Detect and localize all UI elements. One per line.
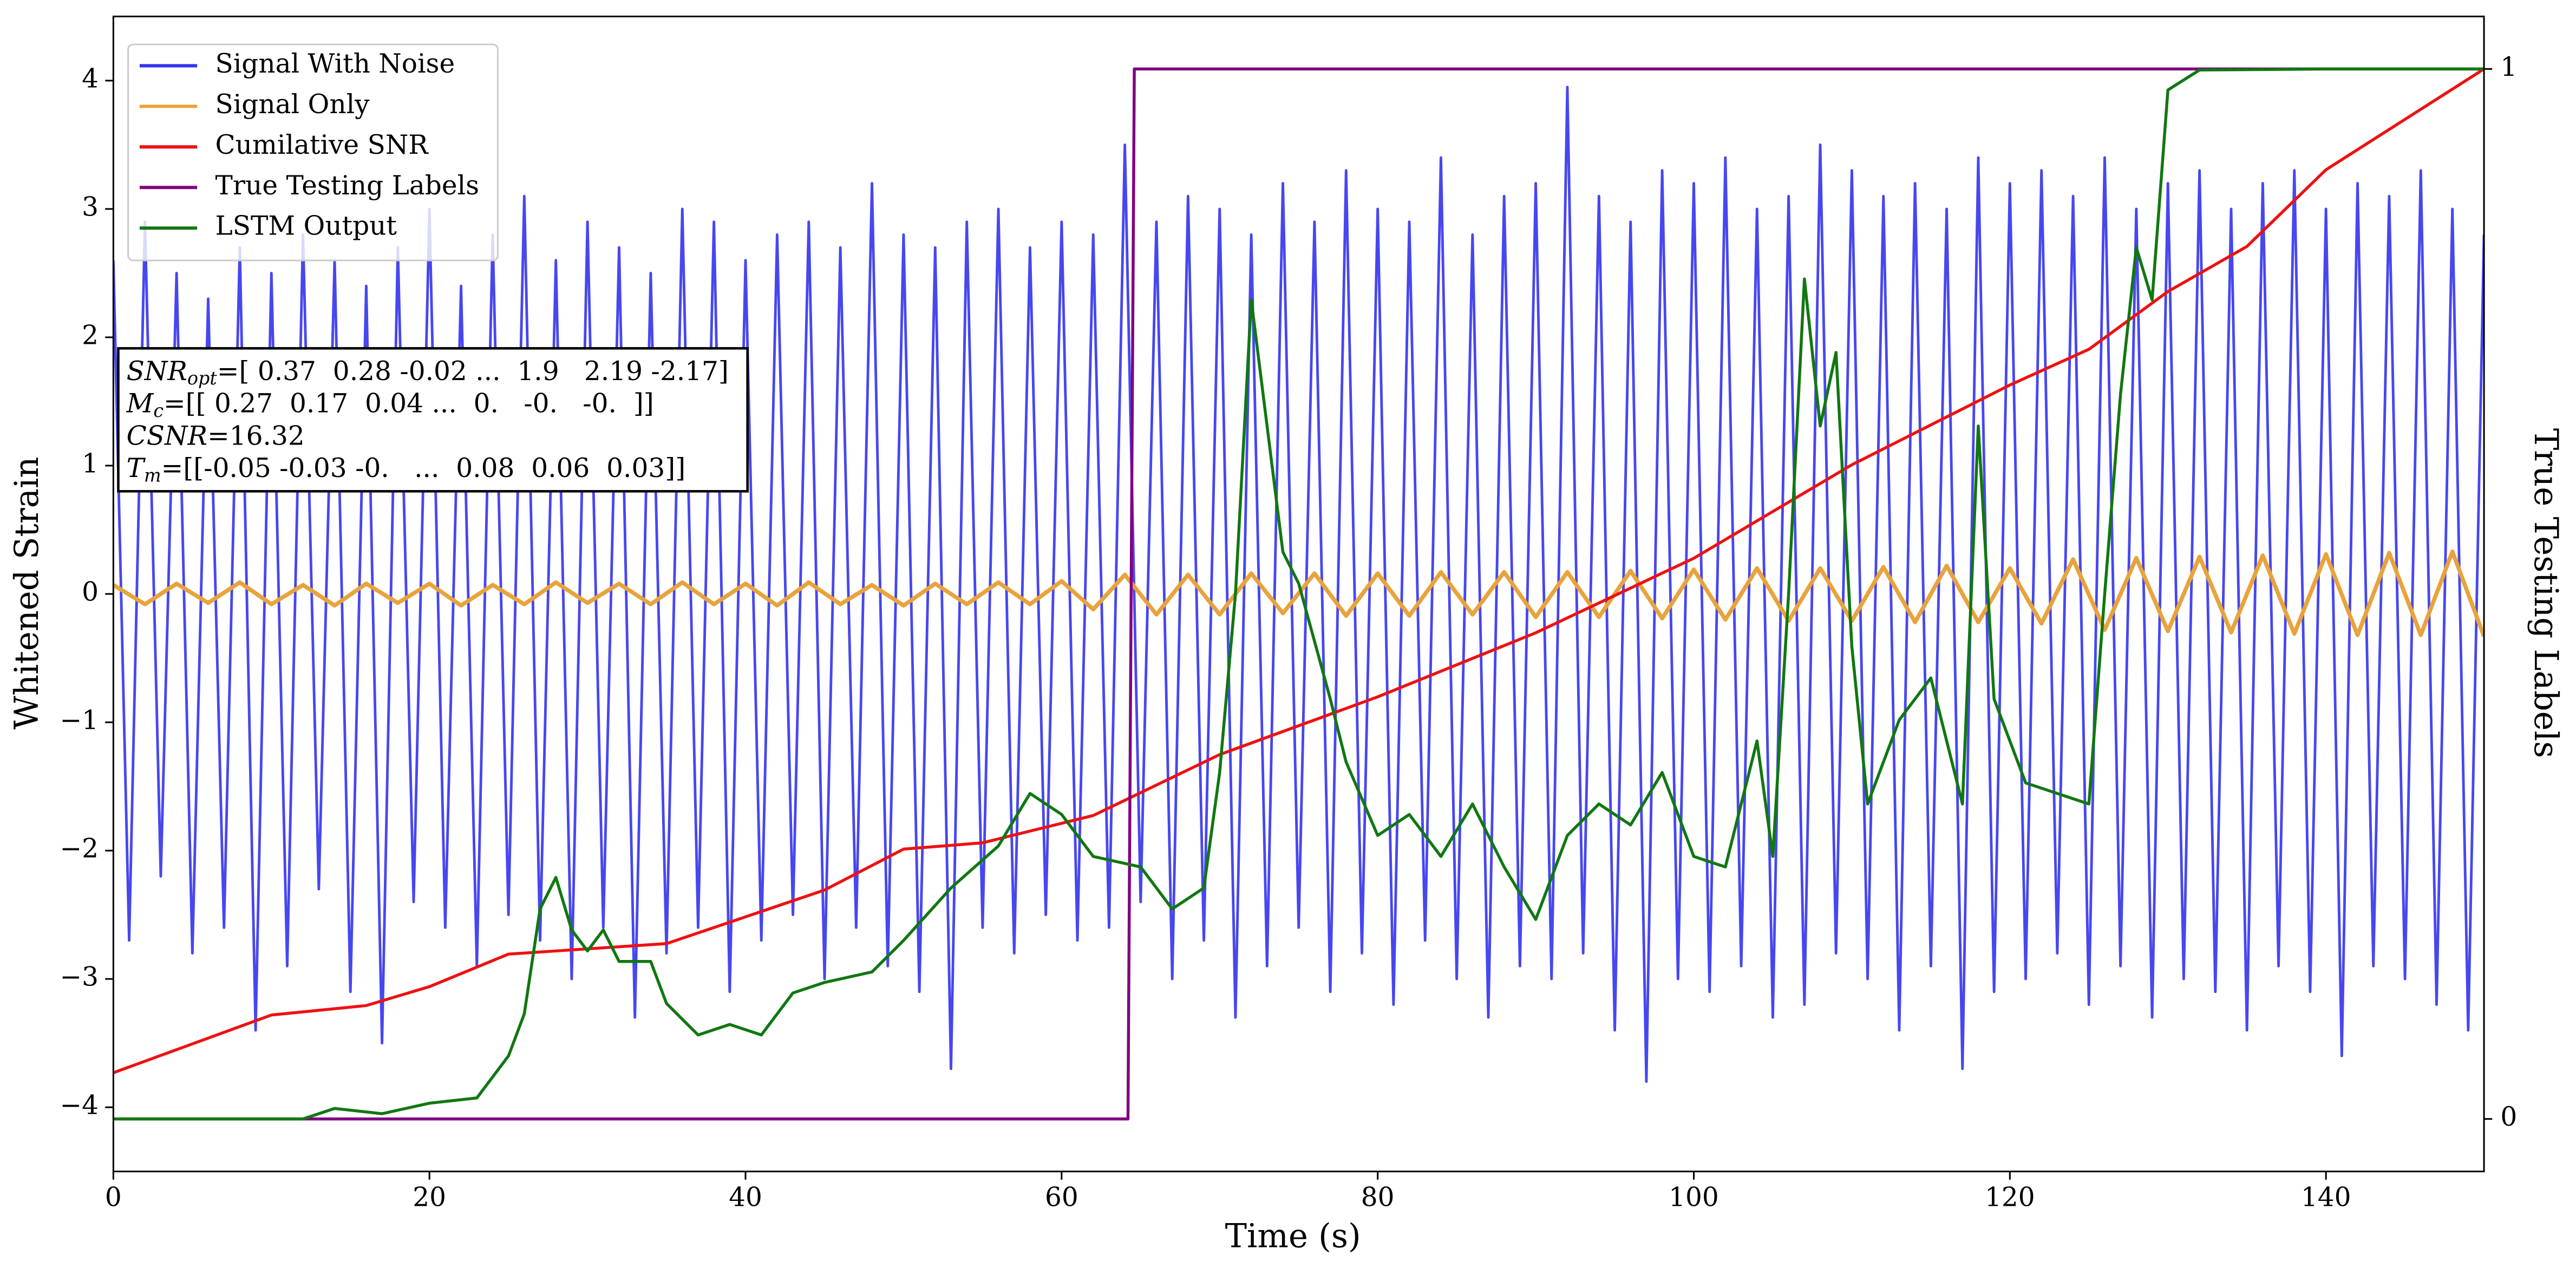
- y-tick-label: 3: [82, 192, 99, 222]
- legend-label: Signal With Noise: [215, 49, 455, 79]
- x-axis-label: Time (s): [1225, 1218, 1361, 1256]
- x-tick-label: 60: [1045, 1182, 1078, 1213]
- annotation-text: =[[ 0.27 0.17 0.04 ... 0. -0. -0. ]]: [164, 388, 654, 419]
- x-tick-label: 0: [105, 1182, 122, 1213]
- y-tick-label: −4: [60, 1090, 99, 1121]
- annotation-sub: m: [144, 465, 161, 486]
- legend-label: Signal Only: [215, 89, 370, 120]
- plot-area: [113, 67, 2485, 1121]
- x-tick-label: 20: [413, 1182, 446, 1213]
- series-line: [113, 68, 2485, 1074]
- series-line: [113, 67, 2485, 1121]
- annotation-box: [117, 347, 749, 493]
- annotation-text: =[[-0.05 -0.03 -0. ... 0.08 0.06 0.03]]: [161, 453, 685, 484]
- annotation-text: =[ 0.37 0.28 -0.02 ... 1.9 2.19 -2.17]: [217, 356, 729, 386]
- series-line: [113, 86, 2485, 1083]
- annotation-symbol: CSNR: [127, 421, 207, 451]
- y2-tick-label: 0: [2500, 1102, 2517, 1132]
- y-tick-label: 2: [82, 320, 99, 350]
- annotation-line: Tm=[[-0.05 -0.03 -0. ... 0.08 0.06 0.03]…: [127, 453, 686, 486]
- x-tick-label: 120: [1985, 1182, 2035, 1213]
- annotation-text: =16.32: [207, 421, 305, 451]
- annotation-line: Mc=[[ 0.27 0.17 0.04 ... 0. -0. -0. ]]: [126, 388, 654, 421]
- y2-axis-label: True Testing Labels: [2527, 428, 2565, 758]
- y-axis-label: Whitened Strain: [8, 457, 46, 730]
- legend-box: [127, 43, 499, 262]
- annotation-line: CSNR=16.32: [127, 421, 305, 451]
- y-tick-label: 0: [82, 577, 99, 607]
- annotation-sub: opt: [187, 368, 217, 389]
- y-tick-label: −2: [60, 834, 99, 864]
- x-tick-label: 140: [2301, 1182, 2351, 1213]
- y2-tick-label: 1: [2500, 52, 2517, 82]
- y-tick-label: −3: [60, 962, 99, 992]
- series-line: [113, 549, 2485, 637]
- x-tick-label: 40: [729, 1182, 762, 1213]
- legend-label: Cumilative SNR: [215, 130, 429, 160]
- annotation-line: SNRopt=[ 0.37 0.28 -0.02 ... 1.9 2.19 -2…: [127, 356, 729, 389]
- y-tick-label: −1: [60, 705, 99, 736]
- legend-label: LSTM Output: [215, 211, 397, 241]
- x-tick-label: 100: [1669, 1182, 1719, 1213]
- y-tick-label: 1: [82, 448, 99, 479]
- annotation-symbol: M: [126, 388, 154, 419]
- annotation-symbol: T: [127, 453, 146, 484]
- y-tick-label: 4: [82, 63, 99, 94]
- annotation-sub: c: [153, 400, 164, 421]
- x-tick-label: 80: [1361, 1182, 1395, 1213]
- legend-label: True Testing Labels: [215, 171, 480, 201]
- annotation-symbol: SNR: [127, 356, 187, 386]
- series-line: [113, 67, 2485, 1121]
